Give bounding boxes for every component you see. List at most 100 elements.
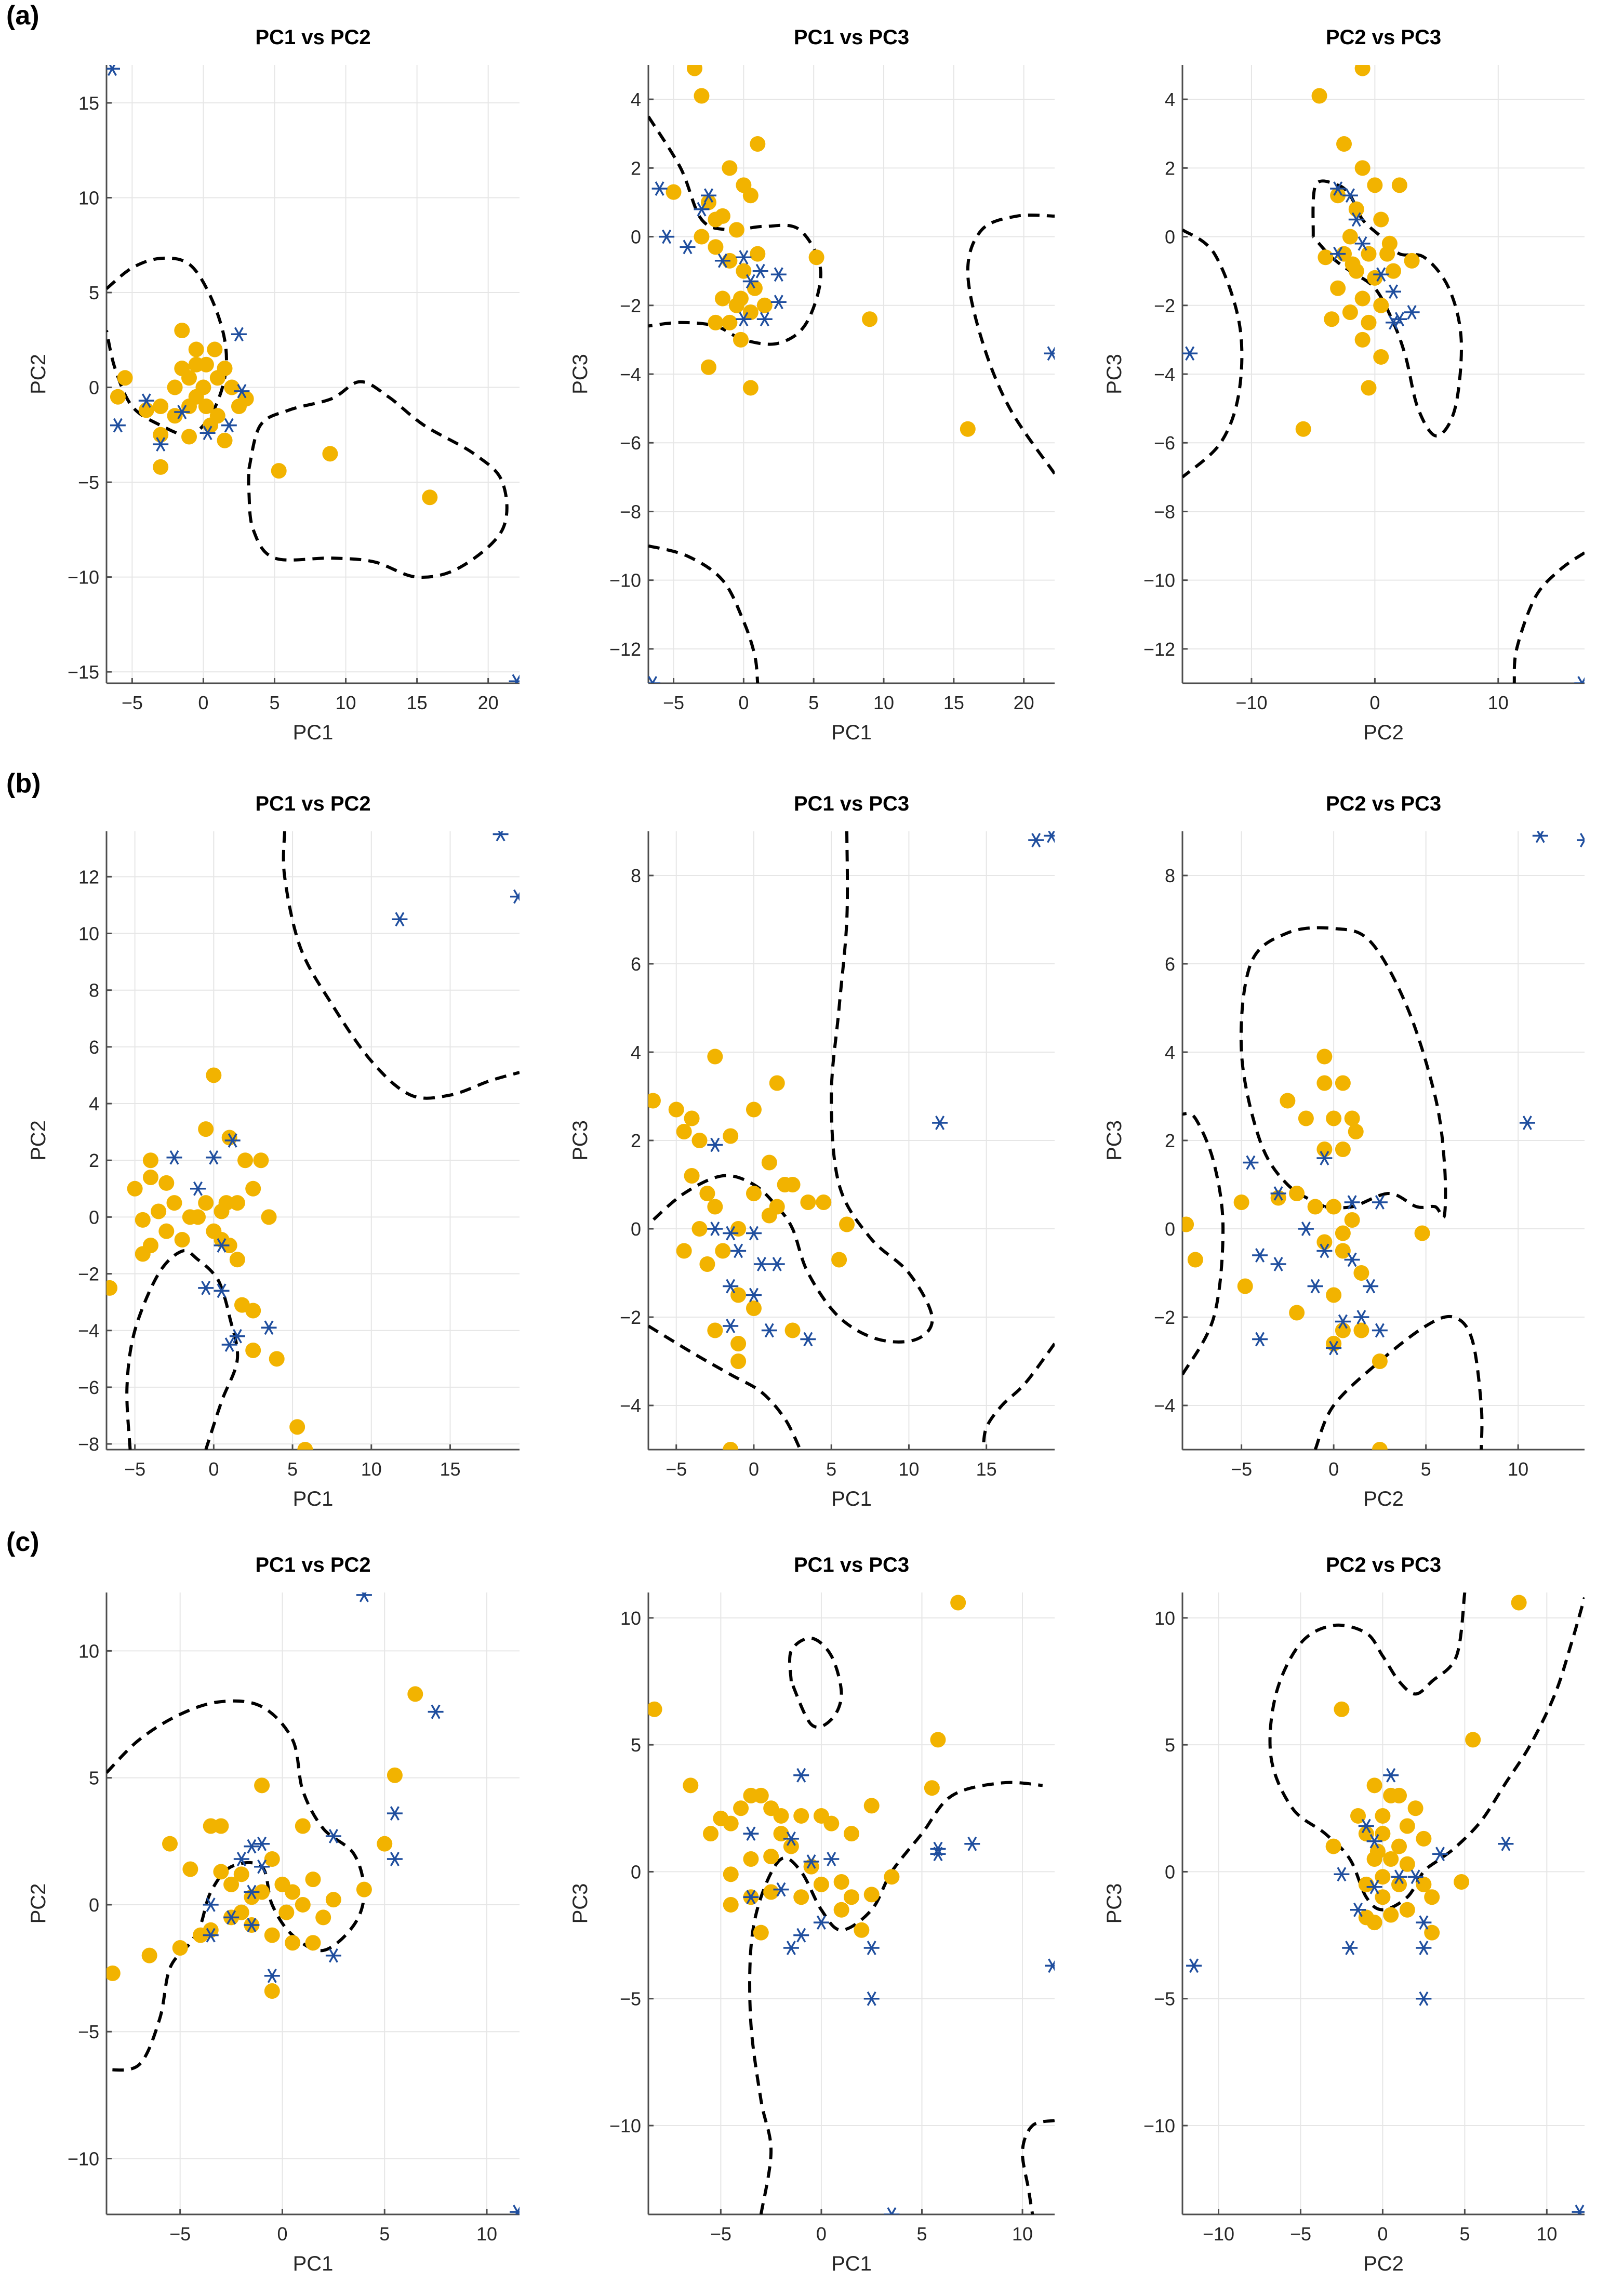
outlier-point	[756, 312, 773, 327]
y-tick-label: 10	[78, 188, 99, 209]
chart-title: PC1 vs PC3	[794, 1554, 909, 1576]
cluster-point	[700, 194, 716, 210]
cluster-point	[229, 1195, 245, 1211]
cluster-point	[1381, 235, 1398, 251]
x-tick-label: 10	[1508, 1458, 1528, 1480]
decision-boundary	[648, 1324, 802, 1450]
cluster-point	[1318, 249, 1334, 266]
cluster-point	[773, 1826, 789, 1842]
cluster-point	[305, 1935, 321, 1951]
cluster-point	[1354, 65, 1371, 76]
cluster-point	[700, 359, 716, 375]
x-axis-label: PC1	[831, 1488, 872, 1510]
x-tick-label: −5	[666, 1458, 687, 1480]
y-tick-label: 0	[89, 1206, 99, 1228]
y-tick-label: −6	[1154, 432, 1175, 454]
outlier-point	[231, 327, 247, 342]
cluster-point	[198, 399, 214, 415]
cluster-point	[742, 380, 759, 396]
y-tick-label: 5	[631, 1734, 641, 1756]
cluster-point	[1334, 1701, 1350, 1717]
cluster-point	[684, 1110, 700, 1126]
y-tick-label: −10	[68, 567, 99, 588]
cluster-point	[174, 361, 190, 377]
cluster-point	[723, 1815, 739, 1832]
cluster-point	[1366, 1777, 1382, 1794]
outlier-point	[730, 1243, 747, 1258]
cluster-point	[1336, 136, 1352, 152]
outlier-point	[803, 1854, 819, 1869]
cluster-point	[823, 1815, 840, 1832]
x-tick-label: −5	[1231, 1458, 1252, 1480]
cluster-point	[862, 311, 878, 327]
cluster-point	[1399, 1818, 1415, 1834]
cluster-point	[198, 1121, 214, 1137]
cluster-point	[1375, 1826, 1391, 1842]
outlier-point	[1532, 831, 1548, 843]
cluster-point	[844, 1889, 859, 1905]
cluster-point	[217, 432, 233, 448]
cluster-point	[233, 1866, 249, 1882]
cluster-point	[1316, 1234, 1333, 1250]
x-tick-label: 5	[269, 692, 280, 713]
outlier-point	[1572, 2205, 1585, 2214]
outlier-point	[1334, 1867, 1350, 1882]
outlier-point	[783, 1832, 799, 1846]
outlier-point	[1186, 1958, 1202, 1973]
cluster-point	[158, 1223, 175, 1239]
cluster-point	[377, 1836, 393, 1852]
y-tick-label: 4	[631, 1042, 641, 1063]
cluster-point	[1298, 1110, 1314, 1126]
subplot-b2: −5 0 5 10 15 −4 −2 0 2 4 6 8 PC1 vs PC3 PC1 PC3	[569, 792, 1055, 1510]
cluster-point	[854, 1922, 870, 1938]
cluster-point	[1330, 188, 1346, 204]
cluster-point	[182, 1861, 198, 1877]
cluster-point	[686, 65, 702, 76]
outlier-point	[221, 1337, 237, 1352]
outlier-point	[254, 1859, 270, 1874]
y-tick-label: 0	[89, 1894, 99, 1916]
cluster-point	[224, 379, 240, 395]
cluster-point	[209, 370, 225, 386]
row-label-a: (a)	[6, 1, 39, 31]
cluster-point	[158, 1175, 175, 1191]
cluster-point	[960, 421, 976, 437]
y-axis-label: PC3	[1103, 354, 1126, 394]
cluster-point	[666, 184, 682, 200]
outlier-point	[1372, 1323, 1388, 1338]
cluster-point	[1372, 1442, 1388, 1450]
plot-area	[648, 831, 1055, 1450]
x-tick-label: 20	[478, 692, 499, 713]
decision-boundary	[1268, 1592, 1585, 1912]
cluster-point	[733, 1800, 749, 1816]
chart-title: PC1 vs PC2	[255, 1554, 370, 1576]
cluster-point	[322, 446, 338, 462]
cluster-point	[1316, 1075, 1333, 1091]
cluster-point	[190, 1209, 206, 1225]
cluster-point	[1233, 1195, 1249, 1210]
outlier-point	[1330, 181, 1346, 196]
cluster-point	[1358, 1876, 1374, 1892]
outlier-point	[1270, 1257, 1286, 1271]
cluster-point	[1391, 1876, 1407, 1892]
cluster-point	[153, 459, 169, 475]
outlier-point	[1353, 1310, 1369, 1324]
cluster-point	[808, 249, 824, 266]
outlier-point	[1243, 1155, 1259, 1170]
outlier-point	[1270, 1186, 1286, 1201]
cluster-point	[387, 1767, 403, 1783]
outlier-point	[793, 1768, 809, 1783]
x-tick-label: 0	[816, 2223, 827, 2245]
cluster-point	[1311, 88, 1327, 104]
cluster-point	[1358, 1826, 1374, 1842]
cluster-point	[162, 1836, 178, 1852]
decision-boundary	[966, 213, 1055, 475]
cluster-point	[863, 1887, 880, 1903]
outlier-point	[1344, 1252, 1360, 1267]
cluster-point	[1307, 1199, 1323, 1215]
cluster-point	[107, 1965, 121, 1981]
outlier-point	[752, 263, 768, 278]
subplot-a2: −5 0 5 10 15 20 −12 −10 −8 −6 −4 −2 0 2 4 PC1 vs PC3 PC1…	[569, 26, 1055, 744]
outlier-point	[214, 1283, 230, 1298]
y-tick-label: −5	[620, 1988, 641, 2010]
